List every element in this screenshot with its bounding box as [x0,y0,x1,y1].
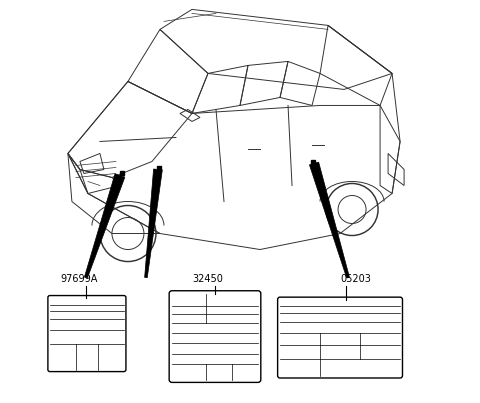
Text: 32450: 32450 [192,274,223,284]
Text: 97699A: 97699A [60,274,97,284]
Text: 05203: 05203 [340,274,371,284]
Polygon shape [144,169,162,278]
Polygon shape [84,174,125,278]
Polygon shape [310,162,349,278]
